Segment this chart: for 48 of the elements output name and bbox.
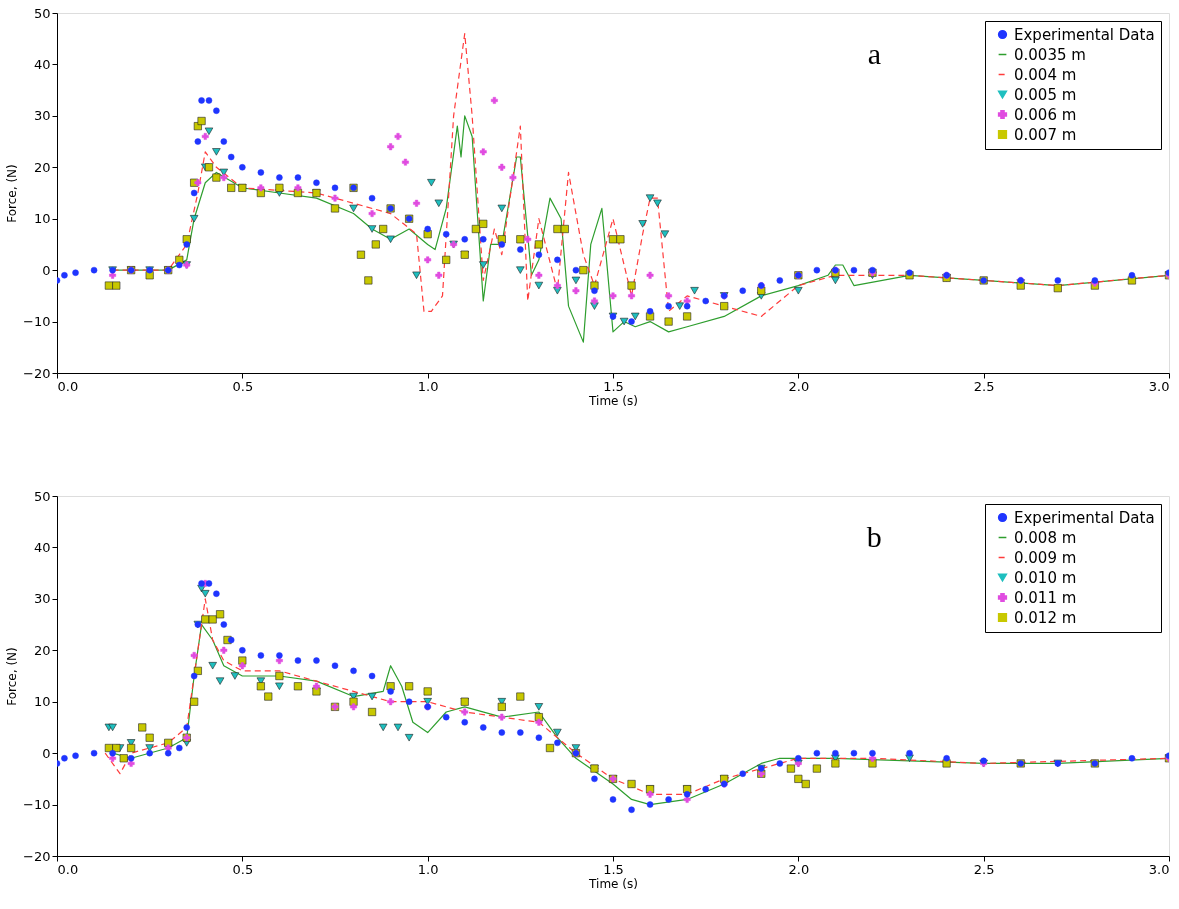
legend-label: 0.011 m xyxy=(1014,588,1077,607)
x-tick-label: 2.5 xyxy=(973,861,995,877)
x-tick-label: 1.5 xyxy=(603,861,624,877)
x-tick-label: 2.5 xyxy=(973,378,995,394)
y-tick-label: 20 xyxy=(33,159,51,175)
x-tick-label: 1.5 xyxy=(603,378,624,394)
x-tick-label: 0.0 xyxy=(57,861,79,877)
legend-label: Experimental Data xyxy=(1014,508,1155,527)
x-tick-label: 3.0 xyxy=(1148,861,1170,877)
y-tick-label: 50 xyxy=(33,5,51,21)
y-tick-label: 40 xyxy=(33,56,51,72)
y-tick-label: 0 xyxy=(42,262,51,278)
legend-label: 0.0035 m xyxy=(1014,45,1086,64)
x-tick-label: 0.0 xyxy=(57,378,79,394)
annotation: b xyxy=(866,520,882,553)
x-tick-label: 2.0 xyxy=(788,861,810,877)
x-tick-label: 1.0 xyxy=(417,861,439,877)
x-tick-label: 0.5 xyxy=(232,861,254,877)
legend-label: 0.006 m xyxy=(1014,105,1077,124)
legend-label: 0.004 m xyxy=(1014,65,1077,84)
y-tick-label: 10 xyxy=(33,211,51,227)
x-tick-label: 3.0 xyxy=(1148,378,1170,394)
x-axis-title: Time (s) xyxy=(588,876,638,891)
y-tick-label: 20 xyxy=(33,642,51,658)
y-tick-label: 10 xyxy=(33,694,51,710)
y-axis-title: Force, (N) xyxy=(5,164,20,223)
legend-label: 0.012 m xyxy=(1014,608,1077,627)
y-axis-title: Force, (N) xyxy=(5,647,20,706)
y-tick-label: 0 xyxy=(42,745,51,761)
x-tick-label: 2.0 xyxy=(788,378,810,394)
y-tick-label: 30 xyxy=(33,108,51,124)
x-tick-label: 0.5 xyxy=(232,378,254,394)
legend-label: 0.007 m xyxy=(1014,125,1077,144)
y-tick-label: 40 xyxy=(33,539,51,555)
legend-label: 0.009 m xyxy=(1014,548,1077,567)
x-axis-title: Time (s) xyxy=(588,393,638,408)
legend-label: 0.010 m xyxy=(1014,568,1077,587)
y-tick-label: 30 xyxy=(33,591,51,607)
y-tick-label: −20 xyxy=(23,848,51,864)
y-tick-label: 50 xyxy=(33,488,51,504)
legend-label: Experimental Data xyxy=(1014,25,1155,44)
y-tick-label: −10 xyxy=(23,314,51,330)
x-tick-label: 1.0 xyxy=(417,378,439,394)
y-tick-label: −10 xyxy=(23,797,51,813)
y-tick-label: −20 xyxy=(23,365,51,381)
annotation: a xyxy=(867,37,881,70)
legend-label: 0.008 m xyxy=(1014,528,1077,547)
legend-label: 0.005 m xyxy=(1014,85,1077,104)
